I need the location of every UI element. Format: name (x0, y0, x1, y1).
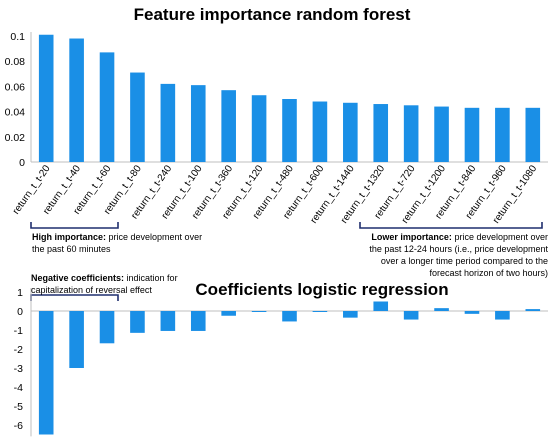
bar (38, 311, 54, 435)
y-tick-label: 1 (17, 287, 23, 299)
top-category-labels: return_t_t-20return_t_t-40return_t_t-60r… (11, 163, 540, 226)
annotation-text: price development over the past 12-24 ho… (369, 232, 548, 278)
y-tick-label: -4 (14, 382, 23, 394)
y-tick-label: 0 (17, 306, 23, 318)
high-importance-annotation: High importance: price development over … (32, 231, 207, 255)
top-y-axis: 0 0.02 0.04 0.06 0.08 0.1 (5, 31, 548, 169)
chart-title-logistic-regression: Coefficients logistic regression (195, 280, 448, 299)
high-importance-bracket (30, 222, 119, 229)
bar (373, 301, 389, 311)
y-tick-label: 0.04 (5, 107, 26, 119)
chart-title-random-forest: Feature importance random forest (134, 5, 411, 24)
negative-coefficients-annotation: Negative coefficients: indication for ca… (31, 272, 231, 296)
bar (434, 308, 449, 311)
bar (69, 311, 84, 368)
bar (190, 311, 206, 331)
y-tick-label: -3 (14, 363, 23, 375)
bar (495, 311, 510, 320)
annotation-text: price development over the past 60 minut… (32, 232, 203, 254)
annotation-bold: High importance: (32, 232, 107, 242)
bar (403, 311, 419, 320)
bar (373, 104, 389, 162)
lower-importance-bracket (359, 222, 543, 229)
bar (221, 90, 236, 162)
y-tick-label: -5 (14, 401, 23, 413)
top-bars (38, 34, 541, 162)
bar (99, 311, 115, 344)
bar (525, 309, 541, 311)
bar (190, 85, 206, 162)
y-tick-label: 0.02 (5, 132, 26, 144)
y-tick-label: -6 (14, 420, 23, 432)
annotation-text: indication for capitalization of reversa… (31, 273, 178, 295)
bar (403, 105, 419, 162)
bar (99, 52, 115, 162)
bar (434, 106, 449, 162)
y-tick-label: -1 (14, 325, 23, 337)
bar (160, 311, 176, 331)
y-tick-label: 0.08 (5, 56, 26, 68)
bar (282, 99, 297, 162)
bar (251, 311, 267, 312)
bar (160, 83, 176, 162)
bar (38, 34, 54, 162)
bar (282, 311, 297, 322)
y-tick-label: 0 (19, 157, 25, 169)
bar (343, 102, 358, 162)
bar (130, 311, 145, 333)
bar (464, 107, 480, 162)
bar (221, 311, 236, 316)
bar (312, 101, 328, 162)
lower-importance-annotation: Lower importance: price development over… (358, 231, 548, 279)
y-tick-label: 0.1 (10, 31, 25, 43)
bar (251, 95, 267, 162)
annotation-bold: Negative coefficients: (31, 273, 125, 283)
annotation-bold: Lower importance: (371, 232, 452, 242)
bar (525, 107, 541, 162)
bottom-bars (38, 301, 541, 435)
bar (495, 107, 510, 162)
bar (312, 311, 328, 312)
y-tick-label: -2 (14, 344, 23, 356)
y-tick-label: 0.06 (5, 81, 26, 93)
bar (464, 311, 480, 314)
bar (69, 38, 84, 162)
bar (343, 311, 358, 318)
bar (130, 72, 145, 162)
bottom-y-axis: 1 0 -1 -2 -3 -4 -5 -6 (14, 287, 548, 437)
